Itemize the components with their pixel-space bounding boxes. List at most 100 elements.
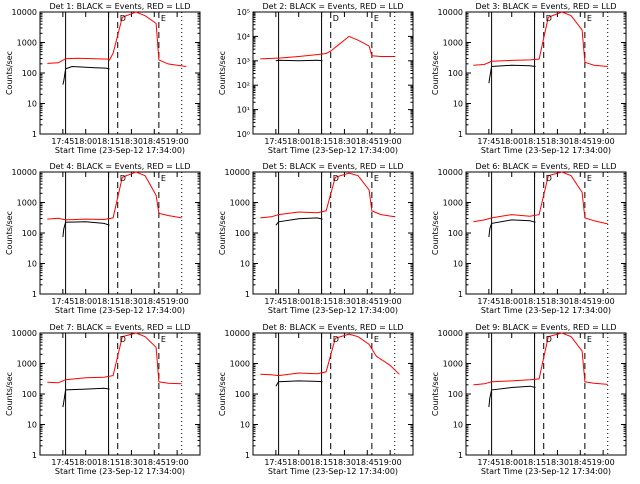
x-tick-label: 18:00: [500, 137, 523, 146]
series-lld: [47, 11, 187, 67]
chart-title: Det 6: BLACK = Events, RED = LLD: [476, 162, 617, 171]
y-tick-label: 100: [235, 390, 250, 399]
marker-d: D: [546, 174, 552, 183]
x-axis-label: Start Time (23-Sep-12 17:34:00): [481, 306, 611, 315]
y-tick-label: 1000: [443, 199, 463, 208]
marker-d: D: [333, 335, 339, 344]
series-lld: [260, 333, 400, 377]
y-axis-label: Counts/sec: [5, 51, 14, 95]
x-tick-label: 18:00: [500, 458, 523, 467]
y-axis-label: Counts/sec: [5, 211, 14, 255]
x-tick-label: 18:30: [120, 458, 143, 467]
x-tick-label: 18:30: [546, 458, 569, 467]
series-lld: [260, 35, 395, 60]
x-tick-label: 18:15: [97, 137, 120, 146]
x-tick-label: 17:45: [477, 297, 500, 306]
x-axis-label: Start Time (23-Sep-12 17:34:00): [55, 467, 185, 476]
x-axis-label: Start Time (23-Sep-12 17:34:00): [481, 146, 611, 155]
y-tick-label: 100: [22, 390, 37, 399]
marker-d: D: [333, 174, 339, 183]
y-axis-label: Counts/sec: [218, 211, 227, 255]
x-tick-label: 18:45: [356, 137, 379, 146]
y-tick-label: 100: [448, 229, 463, 238]
y-tick-label: 1: [32, 451, 37, 460]
x-tick-label: 18:15: [310, 297, 333, 306]
marker-e: E: [587, 335, 592, 344]
y-axis-label: Counts/sec: [218, 372, 227, 416]
plot-frame: [252, 171, 414, 295]
y-tick-label: 1: [32, 290, 37, 299]
plot-frame: [465, 171, 627, 295]
y-tick-label: 1000: [17, 360, 37, 369]
y-tick-label: 1: [245, 451, 250, 460]
y-tick-label: 100: [448, 69, 463, 78]
x-tick-label: 19:00: [166, 458, 189, 467]
series-lld: [47, 171, 182, 221]
series-events: [275, 217, 323, 226]
x-tick-label: 17:45: [51, 297, 74, 306]
y-tick-label: 1000: [443, 360, 463, 369]
y-tick-label: 10: [240, 260, 250, 269]
y-tick-label: 100: [448, 390, 463, 399]
x-tick-label: 18:45: [569, 297, 592, 306]
x-tick-label: 18:15: [523, 137, 546, 146]
x-tick-label: 18:15: [523, 458, 546, 467]
y-tick-label: 1000: [443, 39, 463, 48]
x-tick-label: 17:45: [264, 297, 287, 306]
marker-e: E: [374, 335, 379, 344]
y-tick-label: 1: [245, 290, 250, 299]
chart-panel-6: Det 6: BLACK = Events, RED = LLD 1 10 100 10…: [431, 162, 627, 315]
chart-title: Det 1: BLACK = Events, RED = LLD: [50, 2, 191, 11]
x-tick-label: 18:00: [287, 458, 310, 467]
marker-e: E: [587, 174, 592, 183]
y-tick-label: 100: [235, 229, 250, 238]
series-events: [62, 65, 110, 85]
x-tick-label: 19:00: [379, 458, 402, 467]
x-tick-label: 17:45: [264, 137, 287, 146]
marker-d: D: [120, 335, 126, 344]
x-axis-label: Start Time (23-Sep-12 17:34:00): [55, 146, 185, 155]
marker-d: D: [333, 14, 339, 23]
x-tick-label: 18:15: [523, 297, 546, 306]
y-tick-label: 10¹: [237, 106, 250, 115]
marker-e: E: [374, 14, 379, 23]
y-axis-label: Counts/sec: [5, 372, 14, 416]
y-axis-label: Counts/sec: [431, 211, 440, 255]
y-tick-label: 100: [22, 69, 37, 78]
x-tick-label: 18:30: [546, 137, 569, 146]
y-axis-label: Counts/sec: [431, 372, 440, 416]
series-lld: [473, 332, 608, 386]
series-events: [62, 387, 110, 408]
y-tick-label: 10²: [237, 81, 250, 90]
series-lld: [473, 11, 608, 67]
x-tick-label: 18:00: [500, 297, 523, 306]
x-tick-label: 18:30: [120, 297, 143, 306]
x-tick-label: 17:45: [264, 458, 287, 467]
chart-title: Det 3: BLACK = Events, RED = LLD: [476, 2, 617, 11]
y-tick-label: 10⁵: [237, 8, 250, 17]
chart-panel-3: Det 3: BLACK = Events, RED = LLD 1 10 100 10…: [431, 2, 627, 155]
y-tick-label: 10: [240, 421, 250, 430]
y-tick-label: 1000: [17, 39, 37, 48]
x-axis-label: Start Time (23-Sep-12 17:34:00): [268, 306, 398, 315]
chart-panel-5: Det 5: BLACK = Events, RED = LLD 1 10 100 10…: [218, 162, 414, 315]
marker-e: E: [161, 335, 166, 344]
series-events: [488, 64, 536, 84]
plot-frame: [465, 332, 627, 456]
y-tick-label: 10000: [438, 329, 463, 338]
y-tick-label: 10⁰: [237, 130, 250, 139]
x-tick-label: 17:45: [51, 458, 74, 467]
marker-d: D: [546, 335, 552, 344]
y-tick-label: 10⁴: [237, 32, 250, 41]
y-tick-label: 1: [458, 290, 463, 299]
y-tick-label: 1000: [230, 199, 250, 208]
x-tick-label: 17:45: [51, 137, 74, 146]
y-tick-label: 10000: [12, 8, 37, 17]
series-events: [488, 385, 536, 408]
series-lld: [47, 332, 182, 385]
y-tick-label: 10: [453, 421, 463, 430]
x-tick-label: 18:45: [569, 137, 592, 146]
x-tick-label: 18:00: [74, 458, 97, 467]
x-axis-label: Start Time (23-Sep-12 17:34:00): [268, 146, 398, 155]
